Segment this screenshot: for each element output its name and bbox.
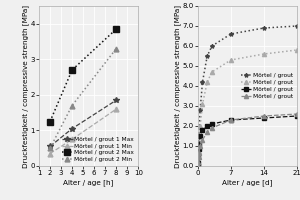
Mörtel / grout [197,145,200,147]
Mörtel / grout [196,162,200,164]
Mörtel / grout [197,151,200,153]
Mörtel / grout [229,119,232,121]
Mörtel / grout [196,156,200,158]
Mörtel / grout 1 Max [48,145,52,148]
Mörtel / grout 2 Max [70,69,74,71]
Mörtel / grout [201,139,204,141]
Mörtel / grout 1 Min [114,108,118,110]
Line: Mörtel / grout 2 Max: Mörtel / grout 2 Max [47,26,119,124]
Line: Mörtel / grout 2 Min: Mörtel / grout 2 Min [48,46,119,151]
Mörtel / grout [206,55,209,57]
Mörtel / grout 2 Min [114,47,118,50]
Mörtel / grout [196,165,200,167]
Mörtel / grout [198,109,202,111]
Mörtel / grout [201,81,204,83]
Mörtel / grout [206,125,209,127]
Mörtel / grout [196,163,200,165]
Mörtel / grout [262,115,266,117]
Mörtel / grout [196,164,200,166]
Mörtel / grout 2 Min [70,104,74,107]
Mörtel / grout [196,165,200,167]
Mörtel / grout [201,129,204,131]
Mörtel / grout [295,113,299,115]
Line: Mörtel / grout: Mörtel / grout [196,24,299,168]
Mörtel / grout [197,148,200,150]
Mörtel / grout [295,25,299,27]
Mörtel / grout [196,165,200,167]
Line: Mörtel / grout 1 Max: Mörtel / grout 1 Max [47,97,119,149]
Mörtel / grout [295,115,299,117]
Mörtel / grout [210,45,214,47]
Mörtel / grout [262,27,266,29]
X-axis label: Alter / age [h]: Alter / age [h] [64,179,114,186]
Line: Mörtel / grout: Mörtel / grout [196,48,299,168]
Mörtel / grout 2 Max [48,120,52,123]
Mörtel / grout [206,131,209,133]
Mörtel / grout [197,156,200,158]
Legend: Mörtel / grout 1 Max, Mörtel / grout 1 Min, Mörtel / grout 2 Max, Mörtel / grout: Mörtel / grout 1 Max, Mörtel / grout 1 M… [61,136,135,163]
Mörtel / grout [196,161,200,163]
Mörtel / grout [198,135,202,137]
Mörtel / grout [262,117,266,119]
Mörtel / grout 2 Min [48,147,52,149]
Mörtel / grout [197,143,201,145]
Mörtel / grout [210,71,214,73]
Mörtel / grout 1 Max [70,127,74,130]
Mörtel / grout [295,49,299,51]
Mörtel / grout [210,123,214,125]
Mörtel / grout [206,81,209,83]
Mörtel / grout 1 Min [70,138,74,141]
Mörtel / grout [197,143,201,145]
Line: Mörtel / grout 1 Min: Mörtel / grout 1 Min [48,107,119,156]
Mörtel / grout 1 Min [48,152,52,155]
Mörtel / grout [229,59,232,61]
Mörtel / grout [196,165,200,167]
Mörtel / grout [229,33,232,35]
Mörtel / grout [196,162,200,164]
Mörtel / grout [229,119,232,121]
X-axis label: Alter / age [d]: Alter / age [d] [222,179,273,186]
Mörtel / grout 1 Max [114,99,118,101]
Mörtel / grout [210,127,214,129]
Mörtel / grout 2 Max [114,28,118,30]
Legend: Mörtel / grout, Mörtel / grout, Mörtel / grout, Mörtel / grout: Mörtel / grout, Mörtel / grout, Mörtel /… [239,72,294,100]
Mörtel / grout [198,145,202,147]
Mörtel / grout [197,152,201,154]
Y-axis label: Druckfestigkeit / compressive strength [MPa]: Druckfestigkeit / compressive strength [… [22,4,29,168]
Mörtel / grout [197,135,201,137]
Mörtel / grout [262,53,266,55]
Line: Mörtel / grout: Mörtel / grout [196,114,299,168]
Mörtel / grout [201,103,204,105]
Y-axis label: Druckfestigkeit / compressive strength [MPa]: Druckfestigkeit / compressive strength [… [174,4,181,168]
Line: Mörtel / grout: Mörtel / grout [196,112,299,168]
Mörtel / grout [198,125,202,127]
Mörtel / grout [196,159,200,161]
Mörtel / grout [196,155,200,157]
